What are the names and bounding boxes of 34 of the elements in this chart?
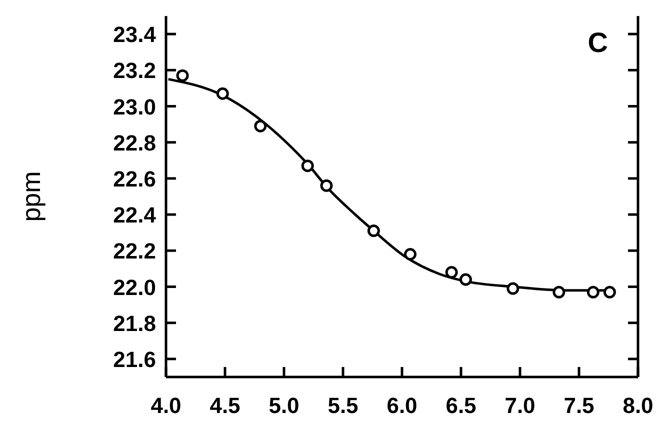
y-tick-label: 22.6 [113, 166, 156, 192]
x-tick-label: 4.0 [150, 393, 182, 418]
y-tick-label: 21.8 [113, 310, 156, 336]
point [586, 286, 600, 298]
point [552, 286, 566, 298]
y-axis-title: ppm [16, 171, 46, 222]
x-tick-label: 4.5 [210, 393, 240, 418]
y-tick-label: 23.0 [113, 94, 156, 120]
x-tick-label: 6.0 [386, 393, 418, 418]
y-tick-label: 22.2 [113, 238, 156, 264]
x-tick-label: 5.5 [328, 393, 358, 418]
point [603, 286, 616, 298]
point [301, 160, 314, 172]
x-tick-label: 6.5 [446, 393, 476, 418]
point [176, 69, 189, 82]
point [506, 282, 520, 295]
x-tick-label: 7.0 [504, 393, 536, 418]
point [254, 120, 267, 132]
annotation: C [588, 27, 608, 58]
y-tick-label: 22.4 [113, 202, 157, 228]
point [320, 179, 333, 192]
point [367, 224, 380, 238]
point [445, 266, 458, 279]
y-tick-label: 22.8 [113, 130, 156, 156]
x-tick-label: 7.5 [564, 393, 594, 418]
y-tick-label: 21.6 [113, 346, 156, 372]
y-tick-label: 23.2 [113, 58, 156, 84]
x-tick-label: 8.0 [622, 393, 654, 418]
y-tick-label: 22.0 [113, 274, 156, 300]
x-tick-label: 5.0 [268, 393, 300, 418]
y-tick-label: 23.4 [113, 22, 157, 48]
point [459, 273, 472, 286]
point [404, 248, 417, 261]
point [216, 87, 229, 100]
